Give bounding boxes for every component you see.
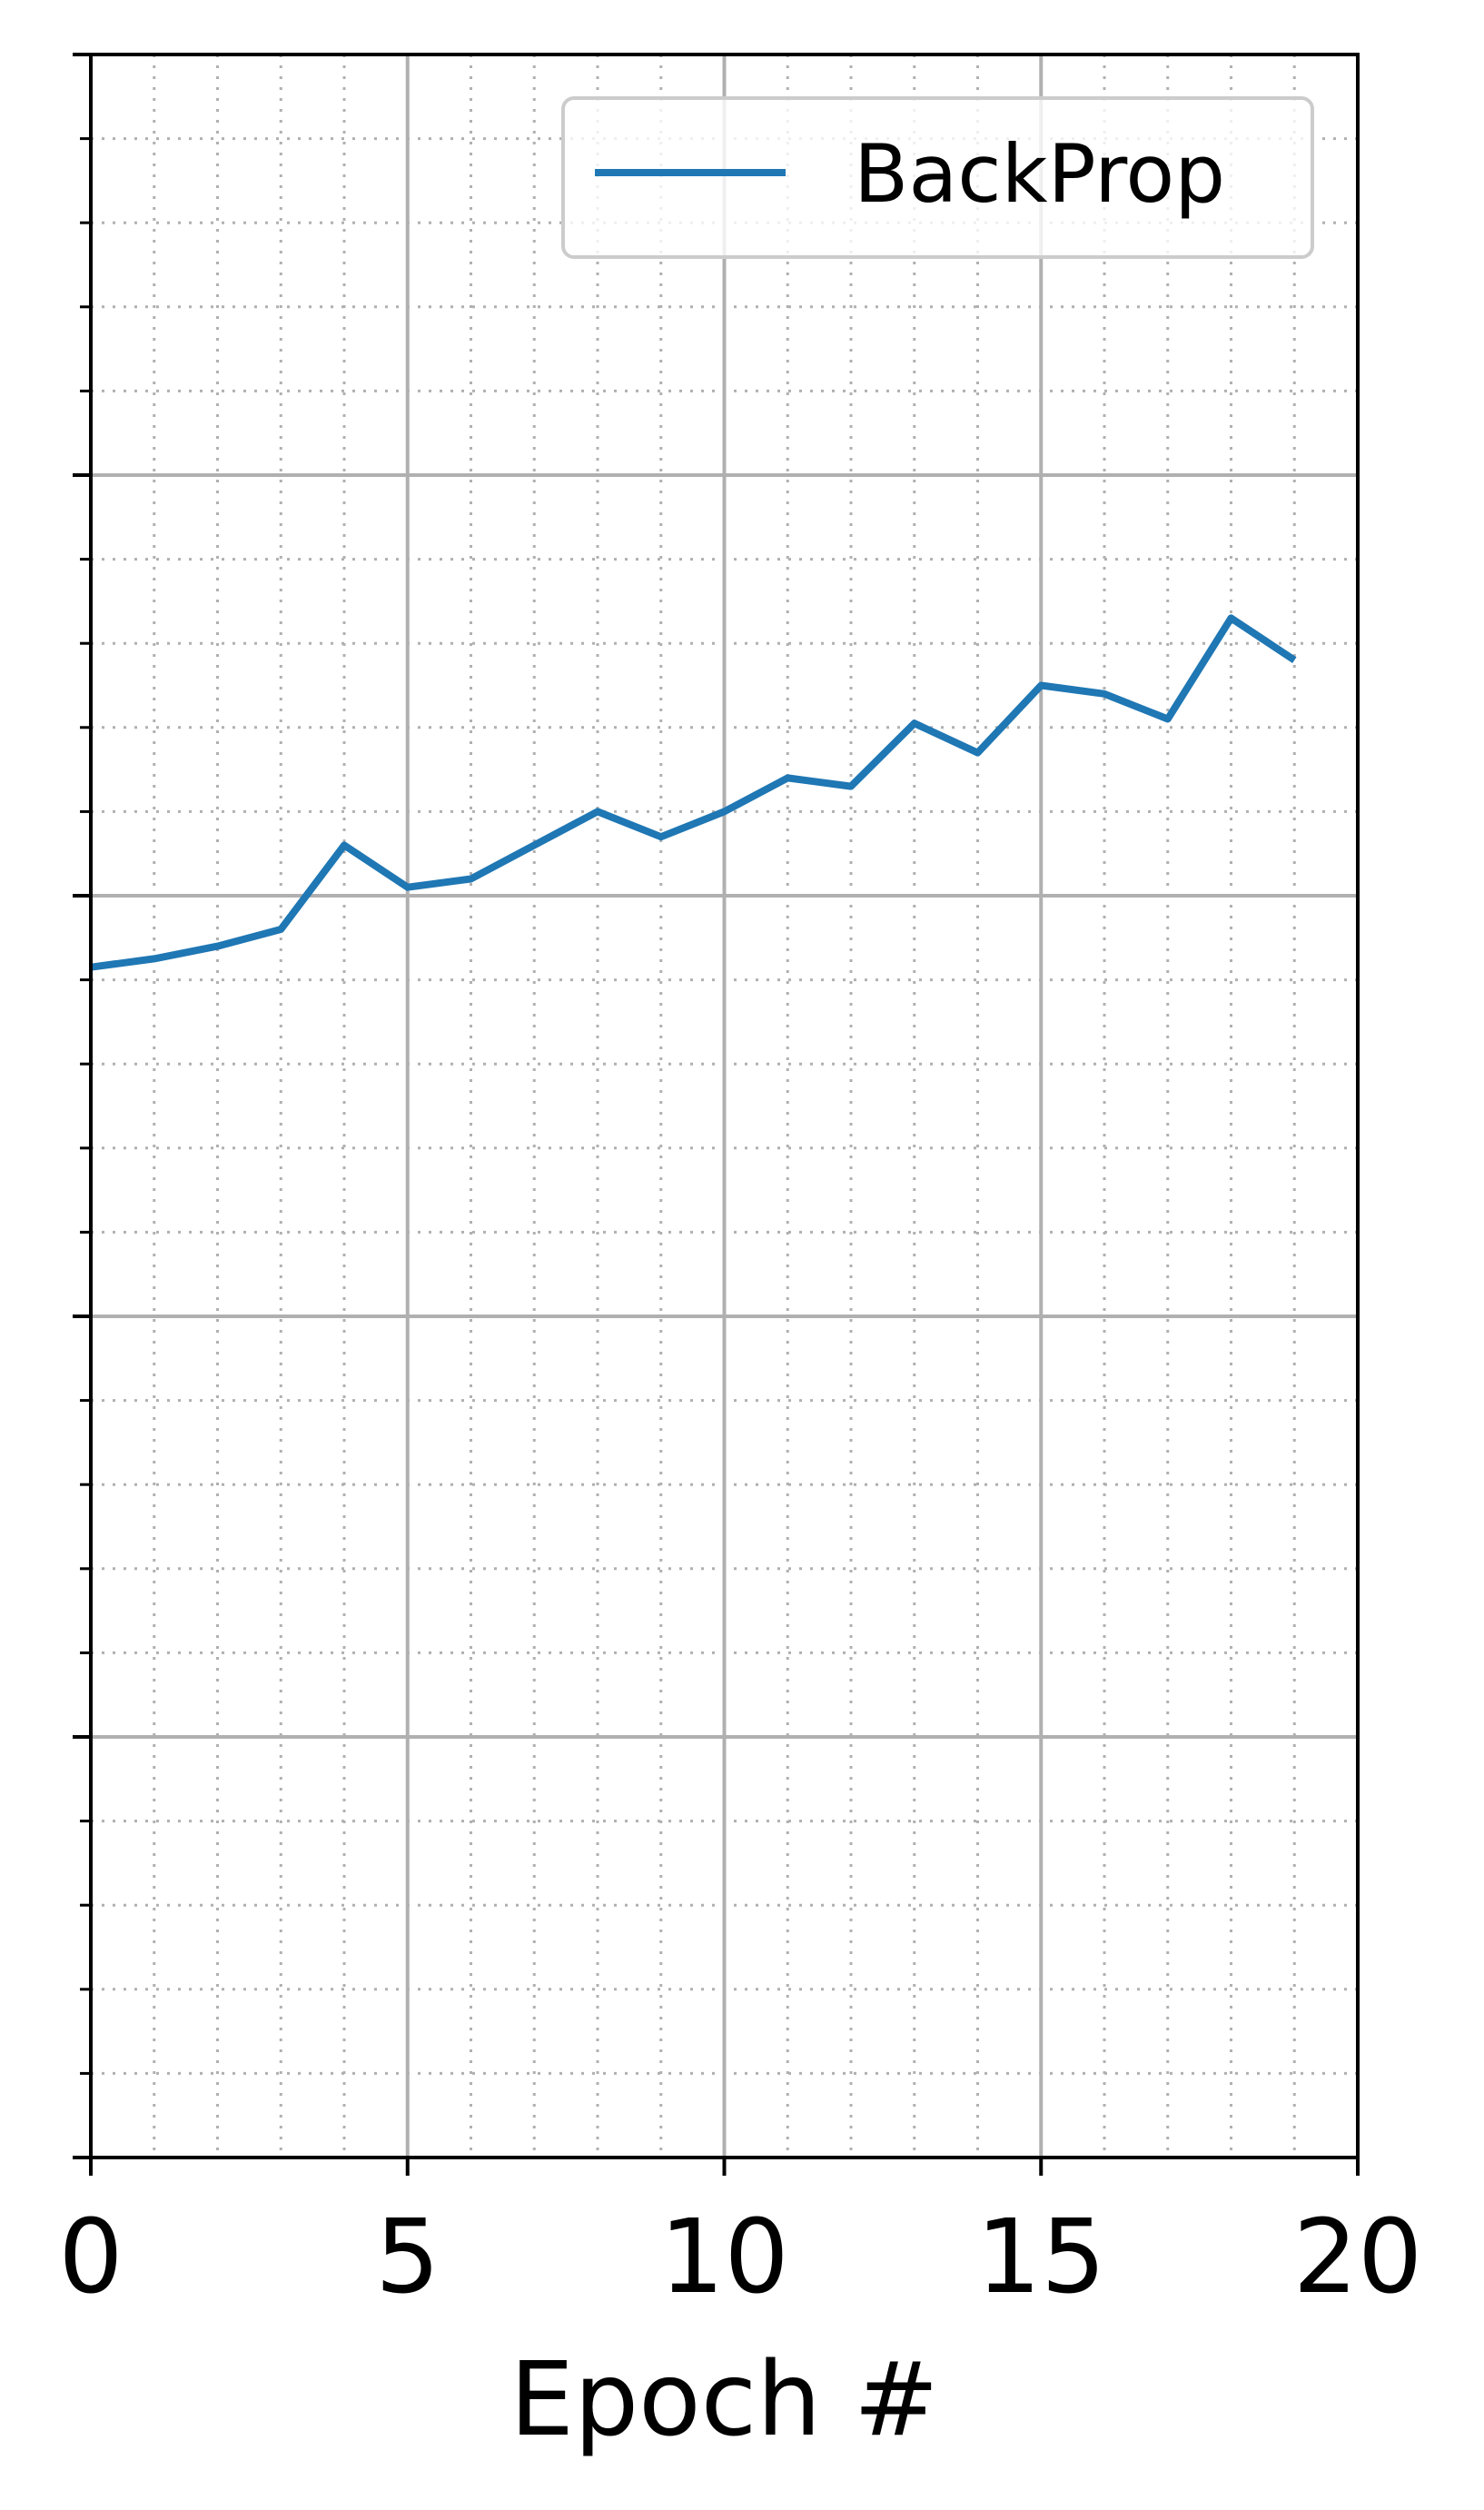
axis-ticks <box>73 53 1360 2176</box>
legend-box <box>561 96 1314 259</box>
series-line-backprop <box>90 614 1297 971</box>
x-tick-label: 20 <box>1293 2198 1423 2317</box>
legend-label-backprop: BackProp <box>854 127 1225 221</box>
series-layer <box>90 614 1297 971</box>
x-tick-labels: 0 5 10 15 20 <box>58 2198 1422 2317</box>
legend: BackProp <box>561 96 1314 259</box>
x-axis-label: Epoch # <box>510 2341 938 2459</box>
major-grid <box>91 55 1358 2158</box>
x-tick-label: 0 <box>58 2198 123 2317</box>
x-tick-label: 5 <box>375 2198 440 2317</box>
x-tick-label: 10 <box>659 2198 789 2317</box>
x-tick-label: 15 <box>976 2198 1106 2317</box>
